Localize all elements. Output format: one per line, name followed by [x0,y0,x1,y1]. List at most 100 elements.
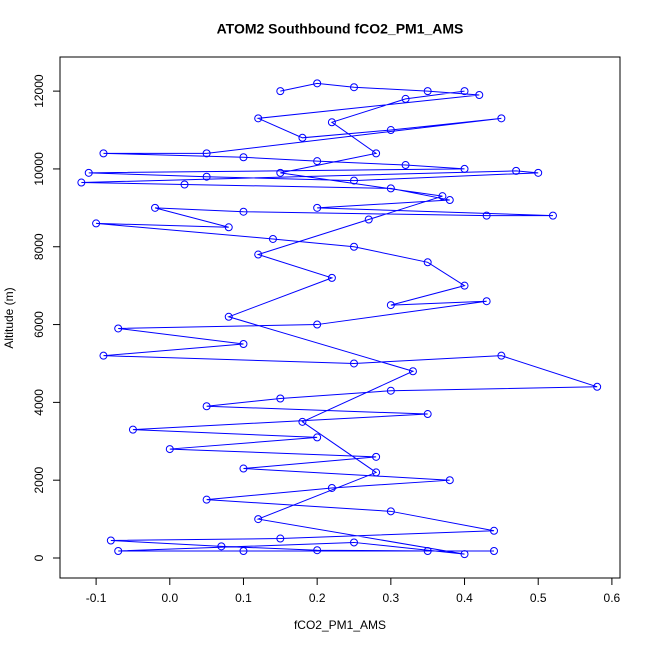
y-tick-label: 0 [32,554,46,561]
data-point [128,425,137,434]
data-point [77,178,86,187]
y-tick-label: 2000 [32,467,46,494]
y-tick-label: 10000 [32,152,46,186]
data-point [313,203,322,212]
data-point [372,468,381,477]
data-point [313,157,322,166]
y-tick-label: 12000 [32,74,46,108]
data-point [386,126,395,135]
data-point [497,351,506,360]
x-tick-label: 0.5 [530,591,547,605]
x-axis-label: fCO2_PM1_AMS [294,618,386,632]
data-point [497,114,506,123]
data-point [254,515,263,524]
data-point [460,164,469,173]
data-point [180,180,189,189]
chart-title: ATOM2 Southbound fCO2_PM1_AMS [217,21,464,37]
data-point [512,166,521,175]
data-point [401,94,410,103]
data-point [372,452,381,461]
data-point [313,433,322,442]
data-point [239,153,248,162]
data-point [401,161,410,170]
x-tick-label: 0.4 [456,591,473,605]
data-point [254,114,263,123]
data-point [276,534,285,543]
data-point [217,542,226,551]
y-axis-label: Altitude (m) [2,287,16,348]
data-point [202,149,211,158]
y-tick-label: 4000 [32,389,46,416]
data-point [423,546,432,555]
data-point [364,215,373,224]
data-point [165,445,174,454]
data-point [350,538,358,547]
data-point [445,196,454,205]
data-point [268,234,277,243]
data-point [460,550,469,559]
data-point [239,546,248,555]
data-point [490,526,498,535]
data-point [84,168,93,177]
data-point [423,258,432,267]
data-point [254,250,263,259]
data-point [202,402,211,411]
data-point [239,207,248,216]
data-point [423,87,432,96]
data-point [460,281,469,290]
data-point [445,476,454,485]
data-point [92,219,101,228]
data-point [350,176,358,185]
data-point [386,184,395,193]
data-point [327,483,336,492]
data-point [438,192,447,201]
data-point [408,367,417,376]
data-point [327,118,336,127]
data-point [548,211,557,220]
data-point [490,546,498,555]
data-point [114,546,123,555]
y-tick-label: 6000 [32,311,46,338]
data-point [423,410,432,419]
data-line [81,82,598,555]
data-point [534,168,543,177]
data-point [114,324,123,333]
y-tick-label: 8000 [32,233,46,260]
data-point [372,149,381,158]
data-point [386,507,395,516]
data-point [276,394,285,403]
data-point [224,312,233,321]
data-point [313,79,322,88]
x-tick-label: 0.6 [604,591,621,605]
data-point [298,417,307,426]
x-tick-label: 0.0 [161,591,178,605]
data-point [151,203,160,212]
x-tick-label: 0.3 [382,591,399,605]
data-point [482,211,491,220]
data-point [106,536,115,545]
data-point [460,87,469,96]
data-point [350,83,358,92]
data-point [313,320,322,329]
data-point [202,495,211,504]
data-point [327,273,336,282]
data-point [276,168,285,177]
data-point [202,172,211,181]
data-point [224,223,233,232]
data-point [386,386,395,395]
data-point [593,382,602,391]
data-point [298,133,307,142]
data-point [350,359,358,368]
x-tick-label: 0.1 [235,591,252,605]
plot-frame [59,56,621,579]
data-point [276,87,285,96]
x-tick-label: 0.2 [309,591,326,605]
data-point [99,351,108,360]
data-point [482,297,491,306]
data-point [350,242,358,251]
data-point [239,464,248,473]
data-point [386,301,395,310]
data-point [239,340,248,349]
x-tick-label: -0.1 [86,591,107,605]
